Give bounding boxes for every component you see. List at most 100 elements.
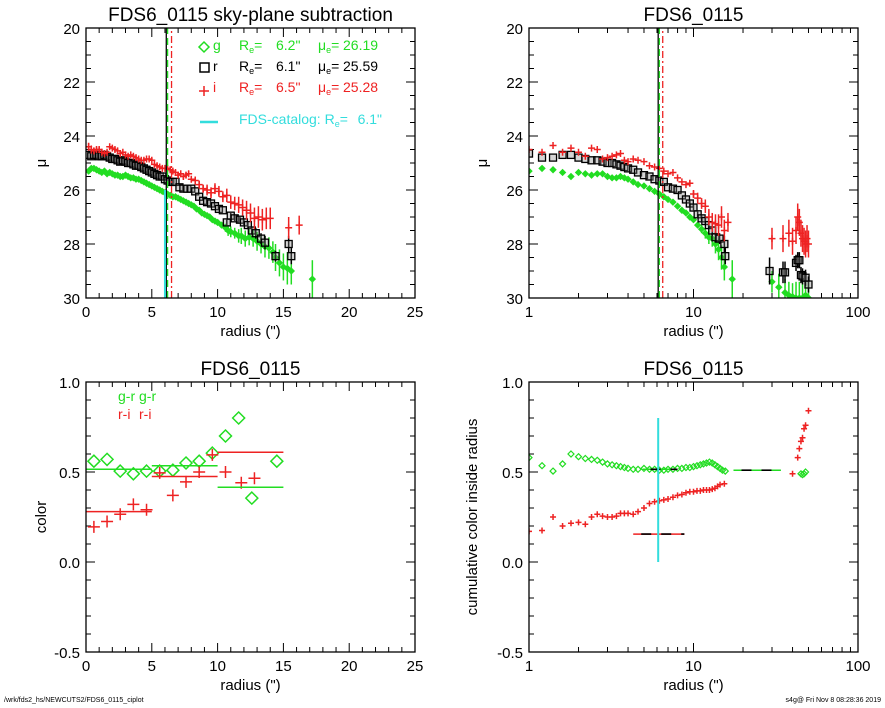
data-point-plus (223, 191, 231, 199)
x-tick-label: 25 (407, 658, 424, 675)
data-point-square (587, 156, 596, 165)
data-point-plus (706, 487, 713, 493)
data-point-plus (630, 511, 637, 518)
data-point-plus (594, 511, 601, 518)
data-point-square (152, 170, 162, 180)
series-r (529, 149, 813, 293)
data-point-diamond (178, 455, 194, 471)
data-point-plus (651, 163, 659, 171)
data-point-plus (634, 156, 642, 164)
data-point-square (715, 234, 724, 243)
data-point-plus (227, 198, 235, 206)
x-tick-label: 15 (275, 304, 292, 321)
data-point-plus (617, 150, 625, 158)
data-point-diamond (693, 221, 702, 229)
series-g (529, 164, 813, 298)
plot-area (86, 410, 284, 533)
data-point-diamond (616, 172, 625, 181)
data-point-plus (701, 202, 709, 210)
legend-symbol-square (199, 62, 210, 73)
data-point-diamond (581, 454, 590, 463)
data-point-diamond (598, 170, 607, 178)
data-point-diamond (598, 458, 607, 466)
y-tick-label: 1.0 (502, 375, 523, 392)
data-point-diamond (538, 164, 546, 173)
data-point-diamond (538, 461, 546, 470)
data-point-plus (802, 422, 809, 429)
data-point-diamond (587, 455, 596, 464)
data-point-plus (669, 494, 676, 501)
data-point-plus (646, 500, 653, 507)
y-tick-label: 24 (63, 129, 80, 146)
data-point-plus (620, 156, 628, 164)
plot-area (86, 28, 317, 298)
plot-frame (528, 27, 859, 299)
data-point-plus (785, 229, 793, 237)
data-point-diamond (702, 459, 711, 467)
data-point-diamond (593, 170, 601, 178)
ticks (85, 381, 416, 653)
data-point-plus (795, 218, 803, 226)
data-point-plus (185, 170, 193, 178)
data-point-diamond (139, 464, 154, 479)
legend-band-label: i (213, 79, 216, 95)
x-tick-label: 20 (341, 658, 358, 675)
y-tick-label: 26 (63, 183, 80, 200)
data-point-plus (801, 425, 808, 432)
data-point-plus (559, 523, 566, 529)
data-point-plus (796, 445, 803, 452)
data-point-plus (640, 158, 648, 166)
data-point-square (147, 168, 156, 177)
y-axis-label: μ (33, 159, 50, 168)
data-point-square (129, 160, 138, 169)
legend-mue-value: 25.28 (343, 79, 378, 95)
data-point-plus (789, 237, 797, 245)
data-point-plus (248, 472, 261, 485)
data-point-diamond (634, 180, 642, 189)
data-point-diamond (612, 461, 621, 470)
y-tick-label: 28 (506, 237, 523, 254)
x-tick-label: 0 (82, 304, 90, 321)
legend-band-label: r (213, 58, 218, 74)
data-point-diamond (99, 452, 115, 467)
data-point-diamond (705, 233, 713, 241)
data-point-plus (686, 179, 694, 187)
plot-frame (528, 381, 859, 653)
data-point-square (668, 184, 678, 193)
data-point-plus (215, 187, 223, 195)
data-point-plus (711, 220, 719, 228)
data-point-diamond (645, 184, 654, 193)
data-point-plus (789, 470, 796, 477)
x-tick-label: 15 (275, 658, 292, 675)
data-point-diamond (714, 245, 723, 254)
data-point-plus (114, 508, 127, 521)
y-tick-label: 0.5 (502, 465, 523, 482)
chart-title: FDS6_0115 (644, 359, 744, 380)
data-point-plus (705, 213, 713, 221)
data-point-plus (612, 151, 620, 159)
data-point-plus (593, 146, 601, 153)
y-tick-label: 30 (506, 291, 523, 308)
data-point-square (804, 280, 813, 289)
data-point-diamond (801, 468, 810, 476)
data-point-plus (804, 240, 812, 248)
data-point-diamond (549, 166, 557, 174)
data-point-plus (690, 488, 697, 495)
data-point-diamond (567, 172, 575, 181)
plot-area (529, 28, 813, 298)
legend-catalog-value: 6.1" (358, 111, 382, 127)
x-axis-label: radius (") (663, 323, 723, 340)
chart-title: FDS6_0115 (201, 359, 301, 380)
data-point-plus (239, 204, 247, 212)
series-r (86, 150, 296, 265)
data-point-diamond (218, 428, 233, 444)
data-point-plus (550, 514, 557, 520)
data-point-diamond (567, 450, 575, 458)
data-point-square (593, 156, 602, 165)
y-axis-label: cumulative color inside radius (464, 419, 481, 616)
y-tick-label: 30 (63, 291, 80, 308)
data-point-plus (660, 496, 667, 503)
data-point-plus (219, 193, 227, 201)
